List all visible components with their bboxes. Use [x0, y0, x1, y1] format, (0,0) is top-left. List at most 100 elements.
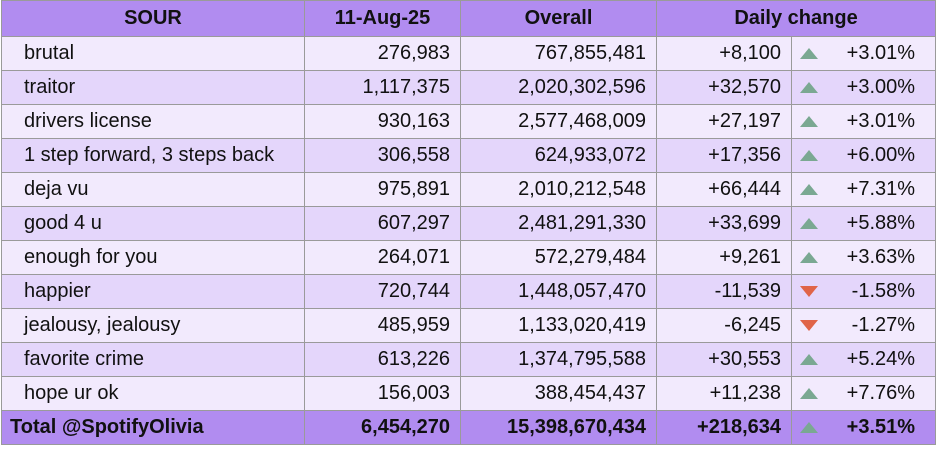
table-row: happier 720,744 1,448,057,470 -11,539 -1.58%	[1, 274, 936, 309]
daily-change: +8,100	[656, 36, 792, 71]
daily-change: +27,197	[656, 104, 792, 139]
header-album: SOUR	[1, 0, 305, 37]
table-row: good 4 u 607,297 2,481,291,330 +33,699 +5.88…	[1, 206, 936, 241]
song-name: favorite crime	[1, 342, 305, 377]
triangle-up-icon	[799, 82, 818, 94]
table-row: drivers license 930,163 2,577,468,009 +27,1…	[1, 104, 936, 139]
triangle-up-icon	[799, 354, 818, 366]
trend-cell	[791, 172, 826, 207]
daily-change-pct: -1.27%	[825, 308, 936, 343]
header-overall: Overall	[460, 0, 657, 37]
day-streams: 306,558	[304, 138, 461, 173]
daily-change: +11,238	[656, 376, 792, 411]
day-streams: 720,744	[304, 274, 461, 309]
table-row: jealousy, jealousy 485,959 1,133,020,419 -6…	[1, 308, 936, 343]
day-streams: 485,959	[304, 308, 461, 343]
table-row: 1 step forward, 3 steps back 306,558 624,9…	[1, 138, 936, 173]
trend-cell	[791, 70, 826, 105]
daily-change-pct: +3.00%	[825, 70, 936, 105]
table-body: brutal 276,983 767,855,481 +8,100 +3.01% trai…	[1, 36, 936, 411]
trend-cell	[791, 36, 826, 71]
total-overall: 15,398,670,434	[460, 410, 657, 445]
triangle-up-icon	[799, 116, 818, 128]
trend-cell	[791, 206, 826, 241]
overall-streams: 2,020,302,596	[460, 70, 657, 105]
day-streams: 1,117,375	[304, 70, 461, 105]
song-name: happier	[1, 274, 305, 309]
overall-streams: 2,010,212,548	[460, 172, 657, 207]
song-name: jealousy, jealousy	[1, 308, 305, 343]
trend-cell	[791, 240, 826, 275]
triangle-down-icon	[799, 286, 818, 298]
daily-change: +9,261	[656, 240, 792, 275]
daily-change: +17,356	[656, 138, 792, 173]
song-name: drivers license	[1, 104, 305, 139]
table-row: favorite crime 613,226 1,374,795,588 +30,55…	[1, 342, 936, 377]
total-pct: +3.51%	[825, 410, 936, 445]
table-row: hope ur ok 156,003 388,454,437 +11,238 +7.76…	[1, 376, 936, 411]
table-row: brutal 276,983 767,855,481 +8,100 +3.01%	[1, 36, 936, 71]
triangle-up-icon	[799, 388, 818, 400]
overall-streams: 1,374,795,588	[460, 342, 657, 377]
daily-change: +66,444	[656, 172, 792, 207]
table-row: traitor 1,117,375 2,020,302,596 +32,570 +3.0…	[1, 70, 936, 105]
song-name: brutal	[1, 36, 305, 71]
total-trend-cell	[791, 410, 826, 445]
daily-change-pct: +6.00%	[825, 138, 936, 173]
day-streams: 975,891	[304, 172, 461, 207]
overall-streams: 388,454,437	[460, 376, 657, 411]
trend-cell	[791, 104, 826, 139]
daily-change-pct: +3.63%	[825, 240, 936, 275]
song-name: enough for you	[1, 240, 305, 275]
song-name: good 4 u	[1, 206, 305, 241]
header-date: 11-Aug-25	[304, 0, 461, 37]
triangle-up-icon	[799, 218, 818, 230]
triangle-up-icon	[799, 184, 818, 196]
triangle-up-icon	[799, 48, 818, 60]
day-streams: 607,297	[304, 206, 461, 241]
day-streams: 276,983	[304, 36, 461, 71]
overall-streams: 624,933,072	[460, 138, 657, 173]
daily-change-pct: +7.76%	[825, 376, 936, 411]
song-name: 1 step forward, 3 steps back	[1, 138, 305, 173]
trend-cell	[791, 376, 826, 411]
triangle-up-icon	[799, 150, 818, 162]
daily-change-pct: +3.01%	[825, 36, 936, 71]
daily-change: +33,699	[656, 206, 792, 241]
song-name: deja vu	[1, 172, 305, 207]
daily-change-pct: +5.24%	[825, 342, 936, 377]
triangle-down-icon	[799, 320, 818, 332]
daily-change-pct: +5.88%	[825, 206, 936, 241]
day-streams: 264,071	[304, 240, 461, 275]
day-streams: 613,226	[304, 342, 461, 377]
daily-change: -6,245	[656, 308, 792, 343]
total-label: Total @SpotifyOlivia	[1, 410, 305, 445]
day-streams: 156,003	[304, 376, 461, 411]
total-day: 6,454,270	[304, 410, 461, 445]
day-streams: 930,163	[304, 104, 461, 139]
total-row: Total @SpotifyOlivia 6,454,270 15,398,67…	[1, 410, 936, 445]
table-row: deja vu 975,891 2,010,212,548 +66,444 +7.31%	[1, 172, 936, 207]
trend-cell	[791, 138, 826, 173]
trend-cell	[791, 308, 826, 343]
triangle-up-icon	[799, 422, 818, 434]
song-name: traitor	[1, 70, 305, 105]
trend-cell	[791, 274, 826, 309]
table-row: enough for you 264,071 572,279,484 +9,261 +3…	[1, 240, 936, 275]
overall-streams: 1,448,057,470	[460, 274, 657, 309]
daily-change: -11,539	[656, 274, 792, 309]
overall-streams: 1,133,020,419	[460, 308, 657, 343]
daily-change: +30,553	[656, 342, 792, 377]
overall-streams: 2,577,468,009	[460, 104, 657, 139]
daily-change-pct: +7.31%	[825, 172, 936, 207]
trend-cell	[791, 342, 826, 377]
triangle-up-icon	[799, 252, 818, 264]
header-row: SOUR 11-Aug-25 Overall Daily change	[1, 0, 936, 37]
daily-change-pct: -1.58%	[825, 274, 936, 309]
overall-streams: 572,279,484	[460, 240, 657, 275]
daily-change: +32,570	[656, 70, 792, 105]
overall-streams: 767,855,481	[460, 36, 657, 71]
total-change: +218,634	[656, 410, 792, 445]
daily-change-pct: +3.01%	[825, 104, 936, 139]
